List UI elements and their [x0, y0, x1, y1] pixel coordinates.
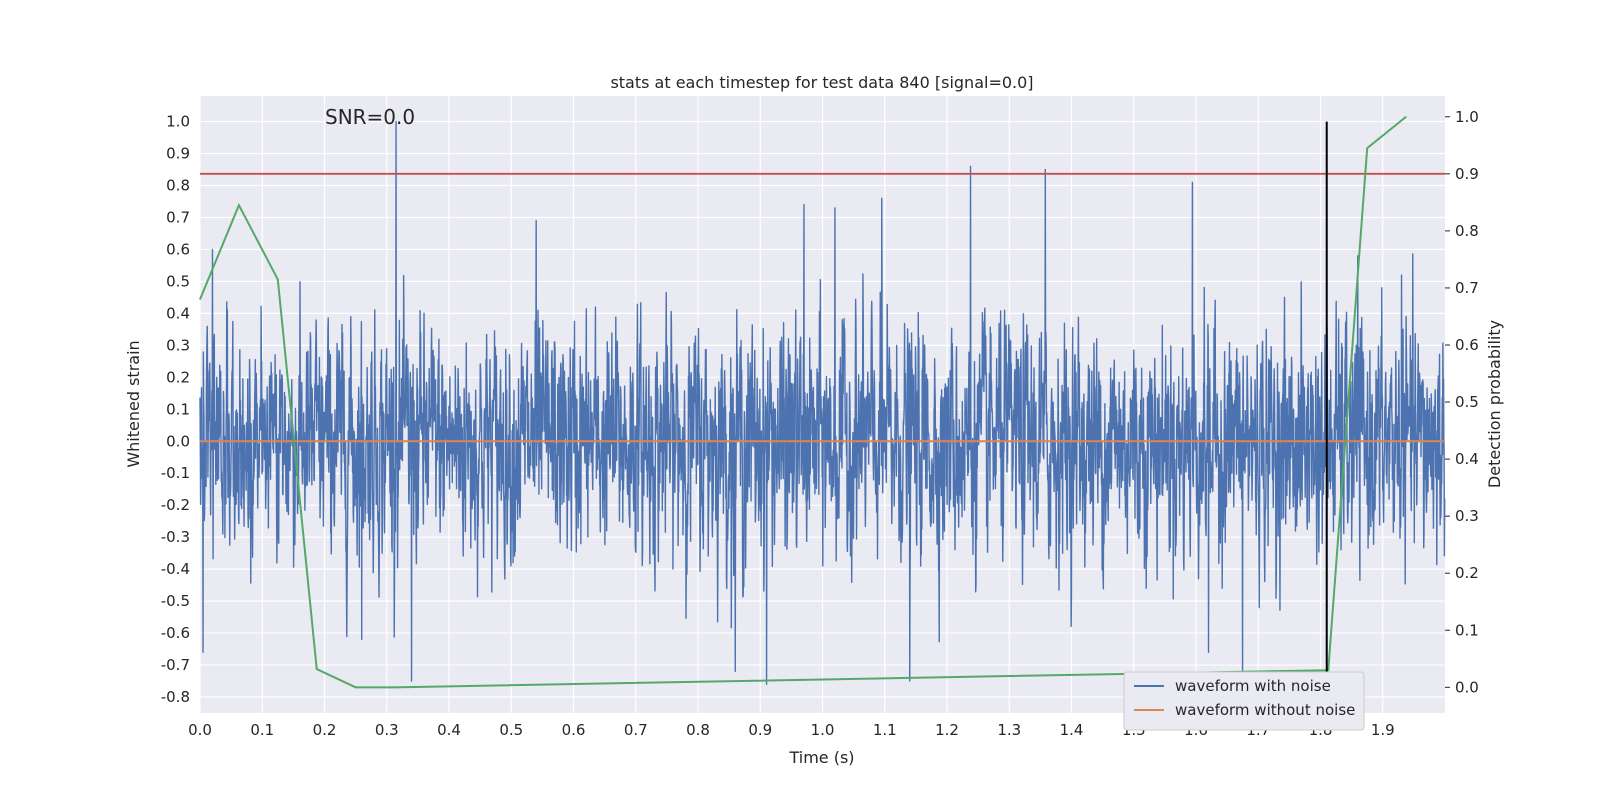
y-tick-label-right: 0.8 [1455, 222, 1479, 240]
x-tick-label: 0.4 [437, 721, 461, 739]
snr-annotation: SNR=0.0 [325, 105, 415, 129]
x-axis-label: Time (s) [788, 748, 854, 767]
x-tick-label: 0.7 [624, 721, 648, 739]
y-tick-label-left: 0.3 [166, 336, 190, 354]
series-layer [199, 115, 1446, 689]
y-tick-label-left: 0.7 [166, 208, 190, 226]
y-tick-label-left: 1.0 [166, 113, 190, 131]
y-tick-label-right: 0.3 [1455, 507, 1479, 525]
y-tick-label-right: 0.0 [1455, 678, 1479, 696]
chart-title: stats at each timestep for test data 840… [610, 73, 1033, 92]
x-tick-label: 1.4 [1060, 721, 1084, 739]
y-axis-label-left: Whitened strain [124, 340, 143, 467]
x-tick-label: 0.6 [562, 721, 586, 739]
y-tick-label-right: 0.6 [1455, 336, 1479, 354]
y-tick-label-left: -0.8 [161, 688, 190, 706]
x-tick-label: 0.8 [686, 721, 710, 739]
left-axis: 1.0 0.9 0.8 0.7 0.6 0.5 0.4 0.3 0.2 0.1 0.0 -0.1 -0.… [161, 113, 190, 706]
right-axis: 1.0 0.9 0.8 0.7 0.6 0.5 0.4 0.3 0.2 0.1 0.0 [1445, 108, 1479, 696]
y-tick-label-right: 1.0 [1455, 108, 1479, 126]
y-tick-label-left: -0.7 [161, 656, 190, 674]
probability-point [238, 204, 240, 206]
y-tick-label-left: -0.2 [161, 496, 190, 514]
x-tick-label: 0.9 [748, 721, 772, 739]
probability-point [1405, 116, 1407, 118]
probability-point [316, 668, 318, 670]
y-tick-label-left: 0.9 [166, 145, 190, 163]
legend-label-noise: waveform with noise [1175, 677, 1331, 695]
y-tick-label-left: -0.1 [161, 464, 190, 482]
y-tick-label-left: 0.8 [166, 177, 190, 195]
y-tick-label-right: 0.9 [1455, 165, 1479, 183]
y-tick-label-right: 0.7 [1455, 279, 1479, 297]
y-tick-label-left: 0.2 [166, 368, 190, 386]
y-tick-label-right: 0.2 [1455, 564, 1479, 582]
legend-box [1123, 671, 1365, 731]
probability-point [394, 686, 396, 688]
x-tick-label: 1.0 [811, 721, 835, 739]
x-tick-label: 1.9 [1371, 721, 1395, 739]
probability-point [1366, 147, 1368, 149]
series-waveform-with-noise [199, 120, 1446, 685]
x-tick-label: 0.2 [313, 721, 337, 739]
x-axis: 0.0 0.1 0.2 0.3 0.4 0.5 0.6 0.7 0.8 0.9 1.0 1.1 1.2 1… [188, 721, 1395, 739]
y-tick-label-left: -0.4 [161, 560, 190, 578]
probability-point [355, 686, 357, 688]
y-tick-label-left: -0.6 [161, 624, 190, 642]
x-tick-label: 0.0 [188, 721, 212, 739]
y-tick-label-left: 0.0 [166, 432, 190, 450]
y-tick-label-left: -0.3 [161, 528, 190, 546]
y-axis-label-right: Detection probability [1485, 320, 1504, 488]
probability-point [277, 278, 279, 280]
legend-label-clean: waveform without noise [1175, 701, 1355, 719]
y-tick-label-left: 0.1 [166, 400, 190, 418]
probability-point [199, 298, 201, 300]
y-tick-label-left: 0.4 [166, 304, 190, 322]
x-tick-label: 0.1 [250, 721, 274, 739]
y-tick-label-left: 0.5 [166, 272, 190, 290]
legend: waveform with noise waveform without noi… [1123, 671, 1365, 731]
x-tick-label: 0.3 [375, 721, 399, 739]
x-tick-label: 0.5 [499, 721, 523, 739]
probability-point [1327, 669, 1329, 671]
y-tick-label-right: 0.4 [1455, 450, 1479, 468]
y-tick-label-left: -0.5 [161, 592, 190, 610]
x-tick-label: 1.1 [873, 721, 897, 739]
x-tick-label: 1.3 [997, 721, 1021, 739]
y-tick-label-right: 0.5 [1455, 393, 1479, 411]
y-tick-label-left: 0.6 [166, 240, 190, 258]
x-tick-label: 1.2 [935, 721, 959, 739]
y-tick-label-right: 0.1 [1455, 621, 1479, 639]
